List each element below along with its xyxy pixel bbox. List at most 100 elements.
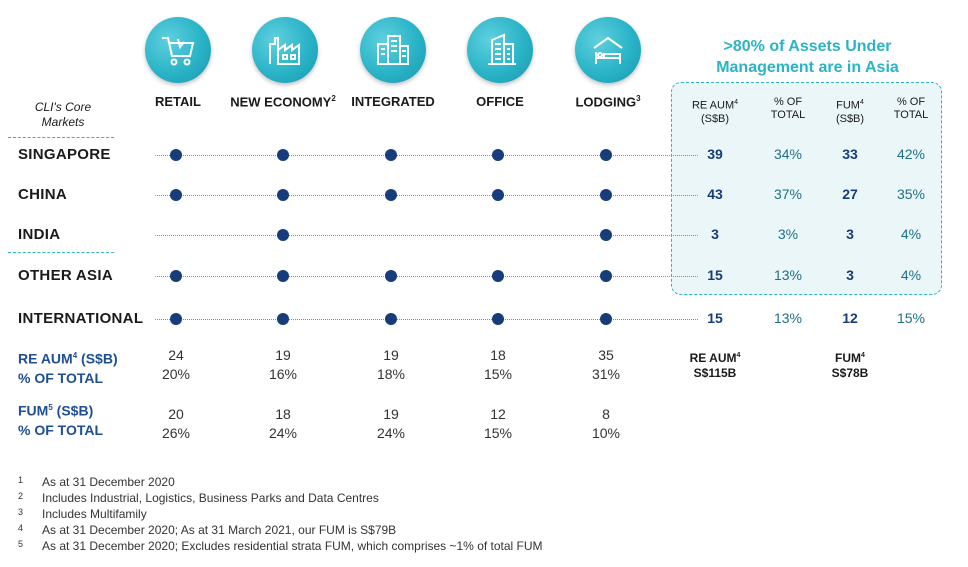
market-re-pct-value: 13% — [773, 267, 803, 283]
sector-stat-value: 8 — [602, 406, 610, 422]
bed-icon — [593, 36, 623, 64]
presence-dot — [492, 189, 504, 201]
sector-stat-pct: 15% — [483, 366, 513, 382]
market-label-2: INDIA — [18, 226, 61, 243]
market-fum-value: 3 — [846, 226, 854, 242]
sector-stat-value: 20 — [168, 406, 184, 422]
sector-icon-office — [467, 17, 533, 83]
footnote: 3 Includes Multifamily — [18, 507, 147, 521]
market-re-aum-value: 15 — [707, 267, 723, 283]
presence-dot — [492, 270, 504, 282]
market-fum-pct-value: 4% — [900, 267, 922, 283]
sector-header-retail: RETAIL — [155, 94, 201, 109]
presence-dot — [170, 313, 182, 325]
presence-dot — [170, 270, 182, 282]
presence-dot — [170, 149, 182, 161]
presence-dot — [600, 229, 612, 241]
presence-dot — [600, 149, 612, 161]
presence-dot — [277, 149, 289, 161]
sector-stat-pct: 24% — [376, 425, 406, 441]
presence-dot — [385, 313, 397, 325]
market-re-aum-value: 43 — [707, 186, 723, 202]
market-re-aum-value: 3 — [711, 226, 719, 242]
market-fum-value: 27 — [842, 186, 858, 202]
office-tower-icon — [488, 33, 516, 65]
presence-dot — [492, 313, 504, 325]
sector-icon-retail — [145, 17, 211, 83]
market-label-0: SINGAPORE — [18, 146, 111, 163]
footnote: 5 As at 31 December 2020; Excludes reside… — [18, 539, 543, 553]
market-fum-value: 12 — [842, 310, 858, 326]
market-dotted-line — [155, 155, 698, 156]
sector-stat-value: 24 — [168, 347, 184, 363]
sector-stat: 8 10% — [576, 405, 636, 443]
sector-stat-value: 18 — [490, 347, 506, 363]
sector-header-lodging: LODGING3 — [575, 94, 641, 110]
footnote: 1 As at 31 December 2020 — [18, 475, 175, 489]
sector-icon-new-economy — [252, 17, 318, 83]
sector-stat-value: 19 — [383, 406, 399, 422]
sector-stat-pct: 26% — [161, 425, 191, 441]
sector-stat: 35 31% — [576, 346, 636, 384]
sector-stat: 19 18% — [361, 346, 421, 384]
footnote-mark: 3 — [18, 507, 24, 517]
presence-dot — [600, 270, 612, 282]
sector-stat: 24 20% — [146, 346, 206, 384]
market-re-pct-value: 3% — [777, 226, 799, 242]
presence-dot — [600, 313, 612, 325]
buildings-icon — [377, 35, 409, 65]
total-re-aum: RE AUM4 S$115B — [689, 351, 741, 380]
market-label-1: CHINA — [18, 186, 67, 203]
footnote-mark: 2 — [18, 491, 24, 501]
footnote-text: Includes Multifamily — [42, 507, 147, 521]
footnote-mark: 5 — [18, 539, 24, 549]
market-fum-value: 33 — [842, 146, 858, 162]
header-fum-pct: % OF TOTAL — [893, 96, 929, 121]
presence-dot — [277, 189, 289, 201]
core-markets-bracket — [8, 137, 114, 253]
market-dotted-line — [155, 195, 698, 196]
sector-stat-value: 19 — [383, 347, 399, 363]
footnote-mark: 1 — [18, 475, 24, 485]
market-dotted-line — [155, 276, 698, 277]
sector-stat-pct: 24% — [268, 425, 298, 441]
sector-stat-pct: 31% — [591, 366, 621, 382]
header-fum: FUM4 (S$B) — [835, 99, 865, 125]
sector-stat: 20 26% — [146, 405, 206, 443]
sector-stat: 12 15% — [468, 405, 528, 443]
footnote-text: As at 31 December 2020; Excludes residen… — [42, 539, 543, 553]
footnote: 2 Includes Industrial, Logistics, Busines… — [18, 491, 379, 505]
sector-icon-lodging — [575, 17, 641, 83]
factory-icon — [269, 37, 300, 65]
re-aum-row-label: RE AUM4 (S$B) % OF TOTAL — [18, 350, 118, 386]
market-fum-pct-value: 4% — [900, 226, 922, 242]
sector-header-office: OFFICE — [476, 94, 524, 109]
sector-stat-pct: 16% — [268, 366, 298, 382]
market-fum-pct-value: 42% — [896, 146, 926, 162]
sector-icon-integrated — [360, 17, 426, 83]
sector-header-integrated: INTEGRATED — [351, 94, 435, 109]
header-re-pct: % OF TOTAL — [770, 96, 806, 121]
sector-stat: 18 15% — [468, 346, 528, 384]
footnote-text: As at 31 December 2020 — [42, 475, 175, 489]
presence-dot — [600, 189, 612, 201]
sector-stat-pct: 20% — [161, 366, 191, 382]
sector-stat-value: 18 — [275, 406, 291, 422]
total-fum: FUM4 S$78B — [831, 351, 869, 380]
market-dotted-line — [155, 319, 698, 320]
core-markets-label: CLI's Core Markets — [34, 100, 92, 129]
market-fum-pct-value: 35% — [896, 186, 926, 202]
sector-stat-pct: 18% — [376, 366, 406, 382]
market-re-pct-value: 13% — [773, 310, 803, 326]
sector-stat-pct: 10% — [591, 425, 621, 441]
sector-stat-pct: 15% — [483, 425, 513, 441]
presence-dot — [277, 229, 289, 241]
sector-stat-value: 35 — [598, 347, 614, 363]
fum-row-label: FUM5 (S$B) % OF TOTAL — [18, 402, 104, 438]
market-fum-value: 3 — [846, 267, 854, 283]
presence-dot — [492, 149, 504, 161]
asia-highlight-box — [671, 82, 942, 295]
footnote-text: As at 31 December 2020; As at 31 March 2… — [42, 523, 397, 537]
sector-stat-value: 19 — [275, 347, 291, 363]
shopping-cart-icon — [162, 37, 195, 66]
